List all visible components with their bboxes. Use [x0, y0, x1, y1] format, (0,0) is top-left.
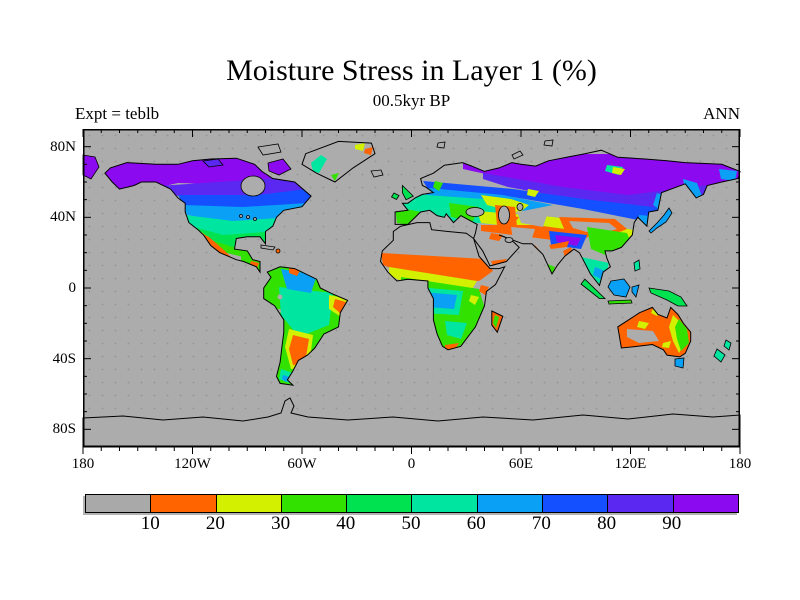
colorbar-label: 90	[662, 513, 682, 534]
colorbar-cell	[281, 495, 348, 512]
plot-subtitle: 00.5kyr BP	[372, 91, 451, 110]
colorbar-cell	[673, 495, 738, 512]
y-axis-label: 40S	[52, 350, 76, 367]
colorbar-label: 10	[140, 513, 160, 534]
colorbar-cell	[477, 495, 544, 512]
y-axis-label: 40N	[50, 209, 76, 226]
colorbar-label: 30	[271, 513, 291, 534]
colorbar-cell	[86, 495, 152, 512]
colorbar-cell	[543, 495, 609, 512]
world-map-svg	[82, 129, 741, 454]
x-axis-label: 60W	[287, 456, 317, 472]
colorbar-cell	[412, 495, 478, 512]
colorbar-cell	[347, 495, 413, 512]
y-axis-label: 80S	[52, 421, 76, 438]
colorbar-label: 40	[336, 513, 356, 534]
experiment-label: Expt = teblb	[75, 104, 160, 123]
season-label: ANN	[703, 104, 740, 123]
plot-title: Moisture Stress in Layer 1 (%)	[226, 54, 597, 87]
x-axis-label: 180	[728, 456, 752, 472]
islands	[82, 139, 732, 369]
y-axis-label: 0	[68, 280, 77, 296]
x-axis-label: 180	[71, 456, 95, 472]
map-frame	[83, 129, 740, 447]
colorbar	[85, 494, 739, 513]
colorbar-label: 20	[205, 513, 225, 534]
continent-australia	[617, 307, 691, 357]
colorbar-cell	[216, 495, 282, 512]
greenland	[311, 143, 373, 181]
madagascar	[491, 311, 503, 333]
x-axis-label: 120W	[174, 456, 211, 472]
y-axis-label: 80N	[50, 138, 76, 155]
x-axis-label: 120E	[614, 456, 647, 472]
colorbar-label: 60	[466, 513, 486, 534]
colorbar-cell	[151, 495, 217, 512]
x-axis-label: 0	[407, 456, 416, 472]
colorbar-label: 50	[401, 513, 421, 534]
world-map-panel	[82, 129, 741, 454]
colorbar-cell	[608, 495, 674, 512]
continent-north-america	[104, 158, 312, 271]
inland-seas	[239, 175, 524, 243]
colorbar-label: 70	[531, 513, 551, 534]
colorbar-label: 80	[597, 513, 617, 534]
x-axis-label: 60E	[508, 456, 534, 472]
